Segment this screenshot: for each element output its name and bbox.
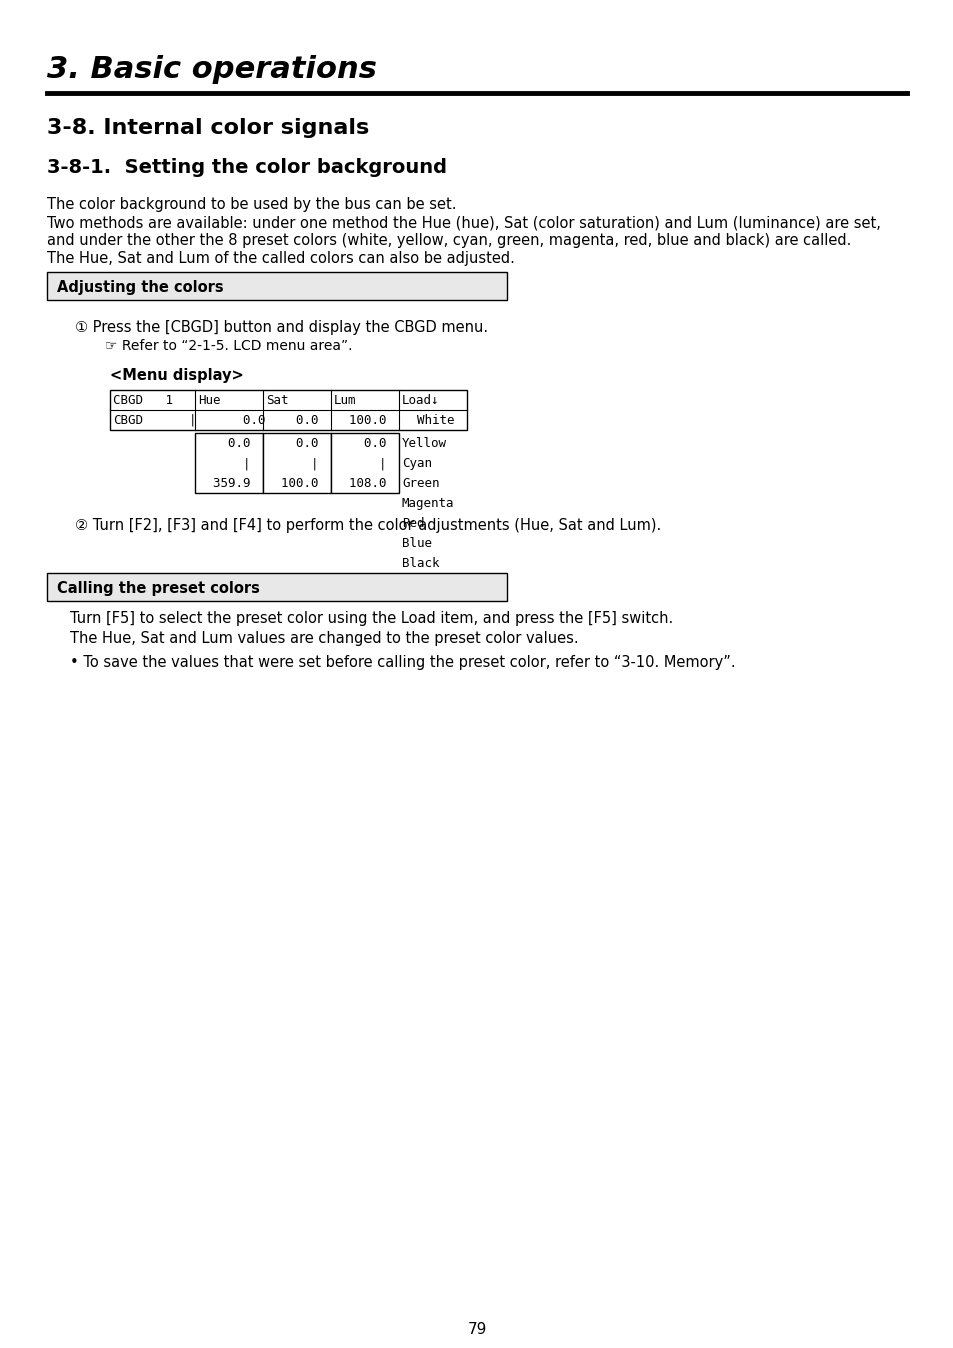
Text: 3-8. Internal color signals: 3-8. Internal color signals <box>47 119 369 137</box>
Text: 3. Basic operations: 3. Basic operations <box>47 55 376 84</box>
Text: CBGD   1: CBGD 1 <box>112 394 172 407</box>
Text: Lum: Lum <box>334 394 356 407</box>
Text: |: | <box>189 414 196 427</box>
Text: Sat: Sat <box>266 394 288 407</box>
Text: |: | <box>198 457 251 470</box>
Text: 0.0: 0.0 <box>334 437 386 450</box>
Text: Load↓: Load↓ <box>401 394 439 407</box>
Text: 100.0: 100.0 <box>266 477 318 491</box>
Text: Green: Green <box>401 477 439 491</box>
Text: 0.0: 0.0 <box>266 437 318 450</box>
Text: Hue: Hue <box>198 394 220 407</box>
Text: 0.0: 0.0 <box>198 437 251 450</box>
Text: 0.0: 0.0 <box>266 414 318 427</box>
Bar <box>194 433 263 493</box>
Text: Cyan: Cyan <box>401 457 432 470</box>
Bar <box>47 573 506 601</box>
Text: Calling the preset colors: Calling the preset colors <box>57 581 259 596</box>
Text: Magenta: Magenta <box>401 497 454 510</box>
Text: Yellow: Yellow <box>401 437 447 450</box>
Bar <box>331 433 398 493</box>
Text: 0.0: 0.0 <box>198 414 265 427</box>
Text: Red: Red <box>401 518 424 530</box>
Text: ② Turn [F2], [F3] and [F4] to perform the color adjustments (Hue, Sat and Lum).: ② Turn [F2], [F3] and [F4] to perform th… <box>75 518 660 532</box>
Text: and under the other the 8 preset colors (white, yellow, cyan, green, magenta, re: and under the other the 8 preset colors … <box>47 233 850 248</box>
Text: • To save the values that were set before calling the preset color, refer to “3-: • To save the values that were set befor… <box>70 655 735 670</box>
Text: 79: 79 <box>467 1322 486 1337</box>
Text: Adjusting the colors: Adjusting the colors <box>57 280 223 295</box>
Text: ☞ Refer to “2-1-5. LCD menu area”.: ☞ Refer to “2-1-5. LCD menu area”. <box>105 338 352 353</box>
Text: ① Press the [CBGD] button and display the CBGD menu.: ① Press the [CBGD] button and display th… <box>75 319 488 336</box>
Text: <Menu display>: <Menu display> <box>110 368 244 383</box>
Text: Two methods are available: under one method the Hue (hue), Sat (color saturation: Two methods are available: under one met… <box>47 214 880 231</box>
Text: White: White <box>401 414 454 427</box>
Text: |: | <box>266 457 318 470</box>
Text: 100.0: 100.0 <box>334 414 386 427</box>
Text: The Hue, Sat and Lum of the called colors can also be adjusted.: The Hue, Sat and Lum of the called color… <box>47 251 515 266</box>
Text: 359.9: 359.9 <box>198 477 251 491</box>
Text: 3-8-1.  Setting the color background: 3-8-1. Setting the color background <box>47 158 447 177</box>
Text: Blue: Blue <box>401 537 432 550</box>
Text: CBGD: CBGD <box>112 414 143 427</box>
Bar <box>47 272 506 301</box>
Bar <box>263 433 331 493</box>
Text: Black: Black <box>401 557 439 570</box>
Text: |: | <box>334 457 386 470</box>
Text: The Hue, Sat and Lum values are changed to the preset color values.: The Hue, Sat and Lum values are changed … <box>70 631 578 646</box>
Bar <box>110 390 467 430</box>
Text: Turn [F5] to select the preset color using the Load item, and press the [F5] swi: Turn [F5] to select the preset color usi… <box>70 611 673 625</box>
Text: 108.0: 108.0 <box>334 477 386 491</box>
Text: The color background to be used by the bus can be set.: The color background to be used by the b… <box>47 197 456 212</box>
